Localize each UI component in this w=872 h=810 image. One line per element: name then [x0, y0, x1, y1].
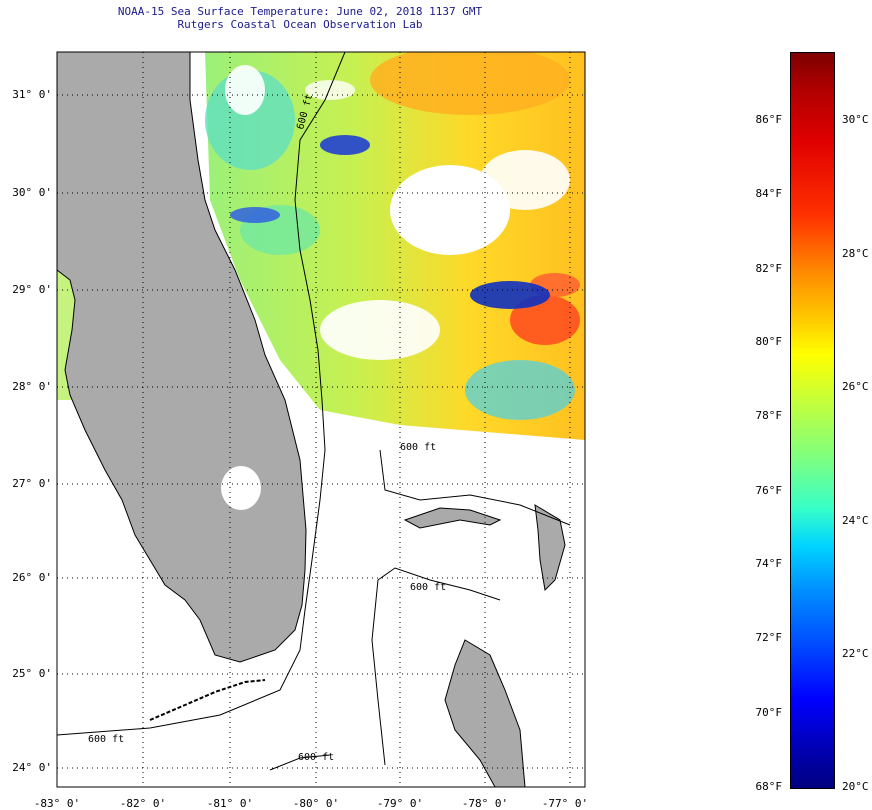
lat-label: 26° 0' [12, 571, 52, 584]
contour-600ft [269, 754, 331, 771]
contour-600ft [371, 567, 501, 766]
colorbar-c-label: 20°C [842, 780, 869, 793]
colorbar-f-label: 82°F [755, 262, 783, 275]
contour-label: 600 ft [88, 734, 124, 745]
colorbar-f-label: 68°F [755, 780, 783, 793]
lon-label: -80° 0' [292, 797, 340, 810]
andros-island [444, 639, 526, 787]
lon-label: -77° 0' [541, 797, 589, 810]
lon-label: -82° 0' [119, 797, 167, 810]
florida-keys [149, 679, 266, 721]
colorbar-c-label: 28°C [842, 247, 869, 260]
temperature-colorbar [790, 52, 835, 789]
cold-patch [230, 207, 280, 223]
grand-bahama-island [403, 507, 502, 529]
colorbar-c-label: 22°C [842, 647, 869, 660]
abaco-island [534, 504, 566, 592]
lon-label: -78° 0' [461, 797, 509, 810]
contour-label: 600 ft [298, 752, 334, 763]
colorbar-f-label: 84°F [755, 187, 783, 200]
lat-label: 30° 0' [12, 186, 52, 199]
cloud-mask [480, 150, 570, 210]
cloud-mask [225, 65, 265, 115]
contour-label: 600 ft [410, 582, 446, 593]
lon-label: -79° 0' [376, 797, 424, 810]
lon-label: -81° 0' [206, 797, 254, 810]
cloud-mask [320, 300, 440, 360]
lat-label: 24° 0' [12, 761, 52, 774]
cool-patch [465, 360, 575, 420]
map-subtitle: Rutgers Coastal Ocean Observation Lab [177, 18, 423, 31]
contour-label: 600 ft [400, 442, 436, 453]
colorbar-c-label: 26°C [842, 380, 869, 393]
colorbar-f-label: 76°F [755, 484, 783, 497]
cold-patch [320, 135, 370, 155]
lake-okeechobee [221, 466, 261, 510]
colorbar-f-label: 72°F [755, 631, 783, 644]
warm-patch [370, 52, 570, 115]
lat-label: 28° 0' [12, 380, 52, 393]
colorbar-f-label: 70°F [755, 706, 783, 719]
lat-label: 27° 0' [12, 477, 52, 490]
graticule [57, 52, 585, 787]
colorbar-f-label: 80°F [755, 335, 783, 348]
colorbar-f-label: 86°F [755, 113, 783, 126]
lat-label: 29° 0' [12, 283, 52, 296]
cloud-mask [390, 165, 510, 255]
bahamas-bank [379, 449, 571, 526]
lat-label: 25° 0' [12, 667, 52, 680]
map-frame [56, 51, 586, 788]
cold-patch [470, 281, 550, 309]
map-title: NOAA-15 Sea Surface Temperature: June 02… [117, 5, 483, 18]
colorbar-c-label: 30°C [842, 113, 869, 126]
colorbar-f-label: 78°F [755, 409, 783, 422]
lon-label: -83° 0' [33, 797, 81, 810]
sst-swath [205, 52, 585, 440]
colorbar-f-label: 74°F [755, 557, 783, 570]
lat-label: 31° 0' [12, 88, 52, 101]
contour-600ft [57, 52, 346, 736]
colorbar-c-label: 24°C [842, 514, 869, 527]
